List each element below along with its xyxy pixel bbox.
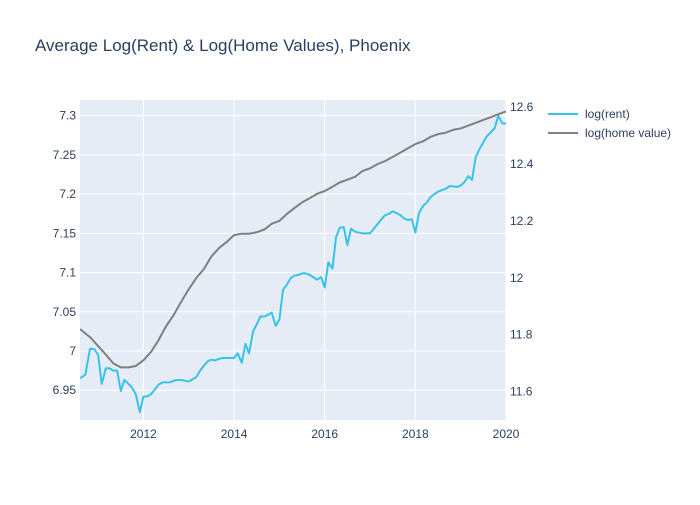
legend-label: log(home value) bbox=[585, 126, 671, 140]
x-axis-ticks: 2012 2014 2016 2018 2020 bbox=[130, 427, 520, 441]
y-left-tick-label: 7.05 bbox=[53, 305, 77, 319]
x-tick-label: 2014 bbox=[221, 427, 248, 441]
y-left-tick-label: 7.2 bbox=[59, 187, 76, 201]
y-left-tick-label: 7.25 bbox=[53, 148, 77, 162]
series-layer bbox=[80, 110, 506, 414]
series-line-rent bbox=[80, 114, 506, 414]
y-right-tick-label: 12.4 bbox=[510, 157, 534, 171]
y-left-tick-label: 7.15 bbox=[53, 226, 77, 240]
y-left-tick-label: 6.95 bbox=[53, 383, 77, 397]
y-right-tick-label: 12.2 bbox=[510, 214, 534, 228]
legend: log(rent) log(home value) bbox=[548, 107, 671, 140]
legend-label: log(rent) bbox=[585, 107, 630, 121]
x-tick-label: 2018 bbox=[402, 427, 429, 441]
y-left-tick-label: 7.1 bbox=[59, 266, 76, 280]
y-right-axis-ticks: 11.6 11.8 12 12.2 12.4 12.6 bbox=[510, 100, 534, 398]
plot-area bbox=[80, 100, 506, 420]
y-left-tick-label: 7.3 bbox=[59, 109, 76, 123]
vertical-gridlines bbox=[142, 100, 507, 420]
y-left-axis-ticks: 6.95 7 7.05 7.1 7.15 7.2 7.25 7.3 bbox=[53, 109, 77, 398]
series-line-home-value bbox=[80, 110, 506, 369]
x-tick-label: 2012 bbox=[130, 427, 157, 441]
chart-title: Average Log(Rent) & Log(Home Values), Ph… bbox=[35, 36, 411, 55]
y-left-tick-label: 7 bbox=[69, 344, 76, 358]
y-right-tick-label: 11.8 bbox=[510, 328, 533, 342]
y-right-tick-label: 11.6 bbox=[510, 385, 533, 399]
y-right-tick-label: 12 bbox=[510, 271, 524, 285]
y-right-tick-label: 12.6 bbox=[510, 100, 534, 114]
x-tick-label: 2020 bbox=[493, 427, 520, 441]
x-tick-label: 2016 bbox=[311, 427, 338, 441]
